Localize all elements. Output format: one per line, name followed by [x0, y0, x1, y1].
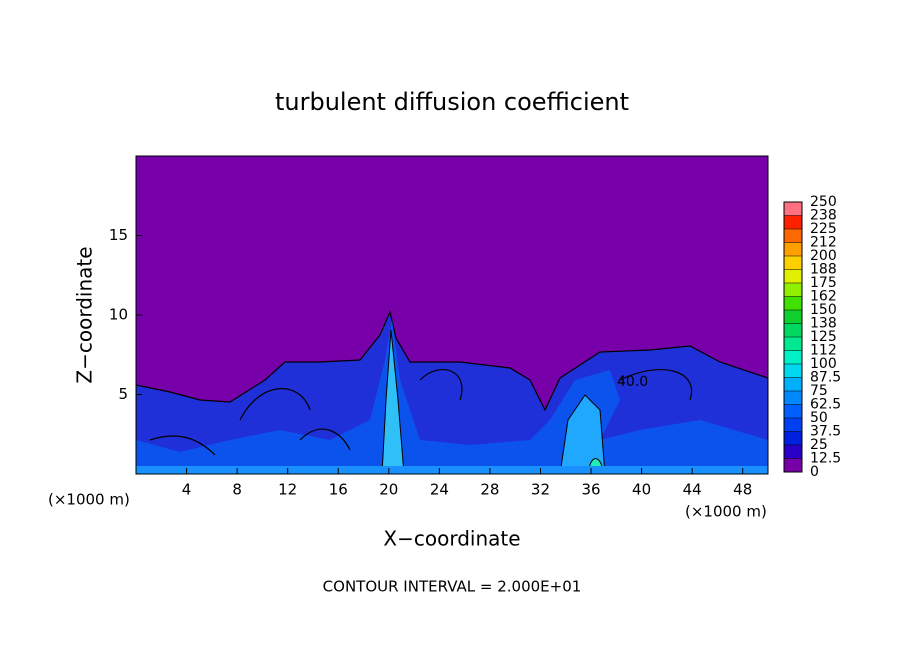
colorbar-band: [784, 296, 802, 310]
colorbar-band: [784, 256, 802, 270]
x-tick-label: 36: [581, 481, 600, 499]
colorbar-band: [784, 310, 802, 324]
colorbar-band: [784, 445, 802, 459]
x-axis-label: X−coordinate: [383, 527, 520, 551]
y-tick-label: 15: [109, 226, 128, 244]
x-tick-label: 28: [480, 481, 499, 499]
contour-label: 40.0: [617, 374, 648, 390]
field-region: [136, 320, 768, 474]
y-axis-label: Z−coordinate: [73, 246, 97, 383]
colorbar-band: [784, 391, 802, 405]
colorbar-tick-label: 150: [810, 302, 837, 318]
colorbar-band: [784, 350, 802, 364]
y-tick-label: 5: [118, 385, 128, 403]
colorbar-tick-label: 75: [810, 383, 828, 399]
field-region: [136, 466, 768, 474]
colorbar-tick-label: 0: [810, 464, 819, 480]
colorbar-tick-label: 62.5: [810, 397, 841, 413]
colorbar-tick-label: 87.5: [810, 370, 841, 386]
colorbar-band: [784, 458, 802, 472]
x-tick-label: 8: [232, 481, 242, 499]
footer-note: CONTOUR INTERVAL = 2.000E+01: [323, 578, 582, 596]
colorbar-tick-label: 175: [810, 275, 837, 291]
colorbar-band: [784, 377, 802, 391]
x-tick-label: 32: [531, 481, 550, 499]
colorbar-tick-label: 238: [810, 208, 837, 224]
field-region: [381, 329, 405, 474]
colorbar-band: [784, 283, 802, 297]
x-tick-label: 16: [329, 481, 348, 499]
colorbar-band: [784, 242, 802, 256]
colorbar-tick-label: 50: [810, 410, 828, 426]
field-region: [559, 394, 606, 474]
colorbar-band: [784, 215, 802, 229]
colorbar-tick-label: 212: [810, 235, 837, 251]
colorbar-tick-label: 125: [810, 329, 837, 345]
colorbar-band: [784, 431, 802, 445]
colorbar-tick-label: 112: [810, 343, 837, 359]
colorbar-tick-label: 25: [810, 437, 828, 453]
colorbar-band: [784, 418, 802, 432]
colorbar-band: [784, 404, 802, 418]
x-unit-label: (×1000 m): [685, 503, 767, 521]
colorbar-tick-label: 138: [810, 316, 837, 332]
colorbar-band: [784, 202, 802, 216]
colorbar-tick-label: 188: [810, 262, 837, 278]
colorbar-tick-label: 225: [810, 221, 837, 237]
x-tick-label: 48: [733, 481, 752, 499]
colorbar-tick-label: 12.5: [810, 451, 841, 467]
x-tick-label: 40: [632, 481, 651, 499]
chart-title: turbulent diffusion coefficient: [275, 88, 629, 116]
field: 40.0: [136, 156, 768, 474]
colorbar-band: [784, 269, 802, 283]
contour-line: [149, 369, 693, 456]
y-tick-label: 10: [109, 306, 128, 324]
x-tick-label: 12: [278, 481, 297, 499]
x-tick-label: 24: [430, 481, 449, 499]
colorbar-tick-label: 250: [810, 194, 837, 210]
x-tick-label: 4: [182, 481, 192, 499]
colorbar-band: [784, 337, 802, 351]
colorbar-tick-label: 100: [810, 356, 837, 372]
colorbar-tick-label: 37.5: [810, 424, 841, 440]
x-tick-label: 20: [379, 481, 398, 499]
colorbar-tick-label: 200: [810, 248, 837, 264]
x-tick-label: 44: [683, 481, 702, 499]
colorbar-band: [784, 323, 802, 337]
colorbar-tick-label: 162: [810, 289, 837, 305]
x-unit-label: (×1000 m): [48, 491, 130, 509]
colorbar-band: [784, 364, 802, 378]
colorbar-band: [784, 229, 802, 243]
